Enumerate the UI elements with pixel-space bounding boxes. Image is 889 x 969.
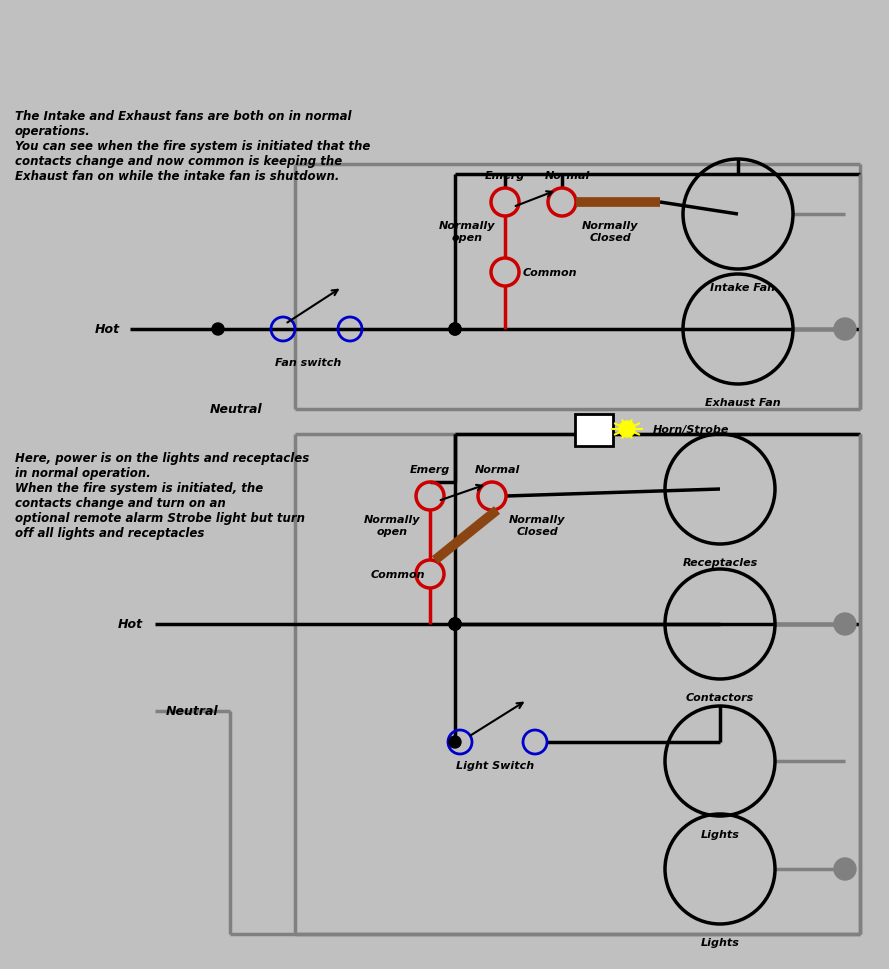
Text: Normally
Closed: Normally Closed bbox=[581, 221, 638, 242]
Circle shape bbox=[834, 319, 856, 341]
Circle shape bbox=[834, 859, 856, 880]
Circle shape bbox=[449, 618, 461, 631]
Text: Hot: Hot bbox=[95, 324, 120, 336]
Text: Here, power is on the lights and receptacles
in normal operation.
When the fire : Here, power is on the lights and recepta… bbox=[15, 452, 309, 540]
Text: Normally
open: Normally open bbox=[364, 515, 420, 536]
Circle shape bbox=[449, 324, 461, 335]
Text: Common: Common bbox=[523, 267, 578, 278]
Text: Lights: Lights bbox=[701, 937, 740, 947]
Text: Fan switch: Fan switch bbox=[275, 358, 341, 367]
Text: Exhaust Fan: Exhaust Fan bbox=[705, 397, 781, 408]
Text: Lights: Lights bbox=[701, 829, 740, 839]
Text: Normally
open: Normally open bbox=[439, 221, 495, 242]
Text: Emerg: Emerg bbox=[485, 171, 525, 181]
Circle shape bbox=[449, 324, 461, 335]
Bar bbox=[575, 415, 613, 447]
Circle shape bbox=[834, 613, 856, 636]
Text: Neutral: Neutral bbox=[165, 704, 218, 718]
Text: Contactors: Contactors bbox=[686, 692, 754, 703]
Circle shape bbox=[449, 618, 461, 631]
Text: Neutral: Neutral bbox=[210, 403, 262, 416]
Text: Light Switch: Light Switch bbox=[456, 761, 534, 770]
Circle shape bbox=[212, 324, 224, 335]
Circle shape bbox=[449, 736, 461, 748]
Text: Emerg: Emerg bbox=[410, 464, 450, 475]
Text: Normally
Closed: Normally Closed bbox=[509, 515, 565, 536]
Text: Intake Fan: Intake Fan bbox=[710, 283, 775, 293]
Text: The Intake and Exhaust fans are both on in normal
operations.
You can see when t: The Intake and Exhaust fans are both on … bbox=[15, 109, 371, 183]
Circle shape bbox=[619, 422, 635, 438]
Text: Receptacles: Receptacles bbox=[683, 557, 757, 568]
Text: Common: Common bbox=[371, 570, 425, 579]
Text: Normal: Normal bbox=[544, 171, 589, 181]
Text: Normal: Normal bbox=[475, 464, 520, 475]
Text: Horn/Strobe: Horn/Strobe bbox=[653, 424, 729, 434]
Circle shape bbox=[449, 618, 461, 631]
Text: Hot: Hot bbox=[118, 618, 143, 631]
